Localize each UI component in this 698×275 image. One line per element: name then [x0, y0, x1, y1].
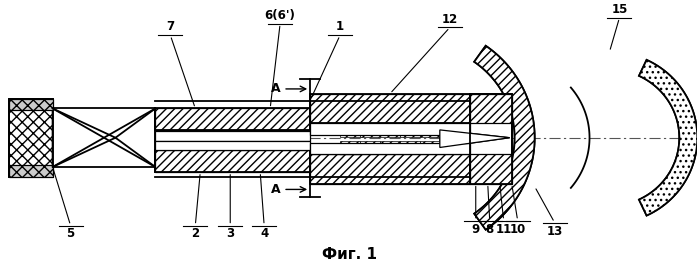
- Bar: [420, 130, 440, 137]
- Bar: [156, 108, 310, 130]
- Bar: [8, 99, 52, 177]
- Bar: [156, 141, 310, 150]
- Bar: [470, 94, 512, 184]
- Text: 13: 13: [547, 225, 563, 238]
- Bar: [400, 129, 420, 137]
- Polygon shape: [474, 46, 535, 230]
- Text: Фиг. 1: Фиг. 1: [322, 247, 376, 262]
- Text: 9: 9: [472, 222, 480, 236]
- Text: 2: 2: [191, 227, 200, 240]
- Polygon shape: [639, 60, 697, 216]
- Bar: [360, 125, 380, 137]
- Polygon shape: [52, 108, 115, 167]
- Bar: [340, 141, 360, 154]
- Bar: [310, 154, 470, 184]
- Bar: [400, 141, 420, 148]
- Bar: [310, 94, 470, 123]
- Polygon shape: [440, 130, 510, 147]
- Bar: [156, 131, 310, 141]
- Bar: [380, 127, 400, 137]
- Bar: [340, 123, 360, 137]
- Bar: [310, 123, 470, 135]
- Bar: [310, 154, 470, 184]
- Bar: [380, 141, 400, 150]
- Text: А: А: [271, 82, 280, 95]
- Bar: [470, 154, 512, 184]
- Polygon shape: [440, 130, 510, 147]
- Text: 10: 10: [510, 222, 526, 236]
- Bar: [360, 141, 380, 152]
- Text: 15: 15: [611, 3, 628, 16]
- Text: 8: 8: [486, 222, 494, 236]
- Bar: [8, 165, 52, 177]
- Bar: [156, 150, 310, 172]
- Text: 11: 11: [496, 222, 512, 236]
- Bar: [8, 99, 52, 177]
- Bar: [420, 141, 440, 147]
- Bar: [470, 94, 512, 184]
- Text: 12: 12: [442, 12, 458, 26]
- Text: 4: 4: [260, 227, 268, 240]
- Bar: [8, 99, 52, 110]
- Polygon shape: [474, 46, 535, 230]
- Text: А: А: [271, 183, 280, 196]
- Text: 3: 3: [226, 227, 235, 240]
- Bar: [156, 108, 310, 130]
- Text: 6(6'): 6(6'): [265, 9, 295, 22]
- Polygon shape: [639, 60, 697, 216]
- Bar: [310, 94, 470, 123]
- Bar: [310, 143, 470, 154]
- Text: 1: 1: [336, 20, 344, 33]
- Bar: [470, 94, 512, 123]
- Bar: [156, 150, 310, 172]
- Text: 5: 5: [66, 227, 75, 240]
- Polygon shape: [115, 108, 156, 167]
- Text: 7: 7: [166, 20, 174, 33]
